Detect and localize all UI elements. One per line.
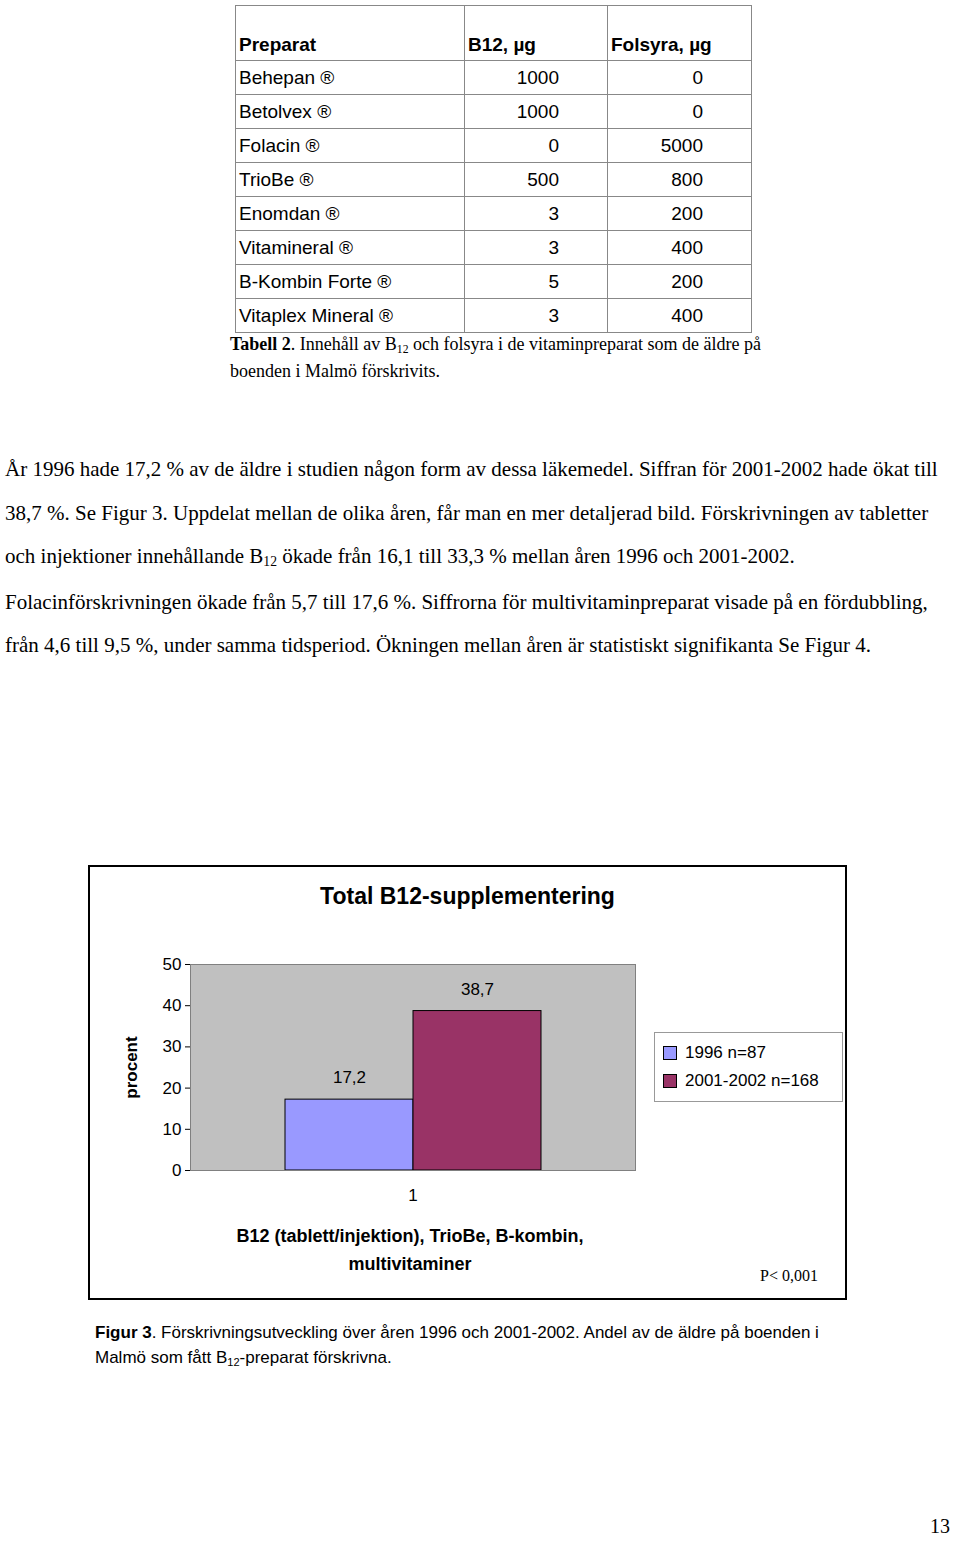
html-text:400: 400 [671,304,703,326]
svg-text:0: 0 [172,1161,181,1180]
html-text:B12 (tablett/injektion), TrioB: B12 (tablett/injektion), TrioBe, B-kombi… [236,1226,584,1274]
html-text:5: 5 [548,270,559,292]
html-text:Vitamineral ®: Vitamineral ® [239,236,353,258]
html-text:1000: 1000 [516,66,559,88]
html-text:Enomdan ®: Enomdan ® [239,202,340,224]
html-text:Behepan ®: Behepan ® [239,66,335,88]
html-text:5000: 5000 [660,134,703,156]
html-text:0: 0 [692,100,703,122]
html-text:3: 3 [548,236,559,258]
html-text:B-Kombin Forte ®: B-Kombin Forte ® [239,270,392,292]
svg-text:20: 20 [163,1079,182,1098]
html-text:500: 500 [527,168,559,190]
svg-text:10: 10 [163,1120,182,1139]
svg-text:50: 50 [163,955,182,974]
html-text:Figur 3. Förskrivningsutveckli: Figur 3. Förskrivningsutveckling över år… [95,1323,819,1368]
svg-text:40: 40 [163,996,182,1015]
html-text:400: 400 [671,236,703,258]
html-text:Vitaplex Mineral ®: Vitaplex Mineral ® [239,304,394,326]
html-text:200: 200 [671,202,703,224]
html-text:Preparat: Preparat [239,34,317,55]
html-text:P< 0,001: P< 0,001 [760,1267,818,1284]
html-text:TrioBe ®: TrioBe ® [239,168,314,190]
html-text:0: 0 [692,66,703,88]
html-text:Folsyra, µg: Folsyra, µg [611,34,712,55]
svg-text:1: 1 [408,1186,417,1205]
svg-text:30: 30 [163,1037,182,1056]
html-text:800: 800 [671,168,703,190]
html-text:Betolvex ®: Betolvex ® [239,100,332,122]
html-text:Folacin ®: Folacin ® [239,134,320,156]
html-text:B12, µg: B12, µg [468,34,536,55]
html-text:13: 13 [930,1515,950,1537]
html-text:Total B12-supplementering: Total B12-supplementering [320,883,615,909]
html-text:1000: 1000 [516,100,559,122]
html-text:200: 200 [671,270,703,292]
html-text:År 1996 hade 17,2 % av de äldr: År 1996 hade 17,2 % av de äldre i studie… [5,457,938,657]
html-text:0: 0 [548,134,559,156]
html-text:3: 3 [548,202,559,224]
html-text:Tabell 2. Innehåll av B12och f: Tabell 2. Innehåll av B12och folsyra i d… [230,334,761,381]
svg-text:38,7: 38,7 [461,979,494,998]
html-text:2001-2002 n=168: 2001-2002 n=168 [685,1071,819,1090]
svg-text:17,2: 17,2 [333,1068,366,1087]
html-text:1996 n=87: 1996 n=87 [685,1043,766,1062]
svg-text:procent: procent [122,1036,141,1099]
html-text:3: 3 [548,304,559,326]
